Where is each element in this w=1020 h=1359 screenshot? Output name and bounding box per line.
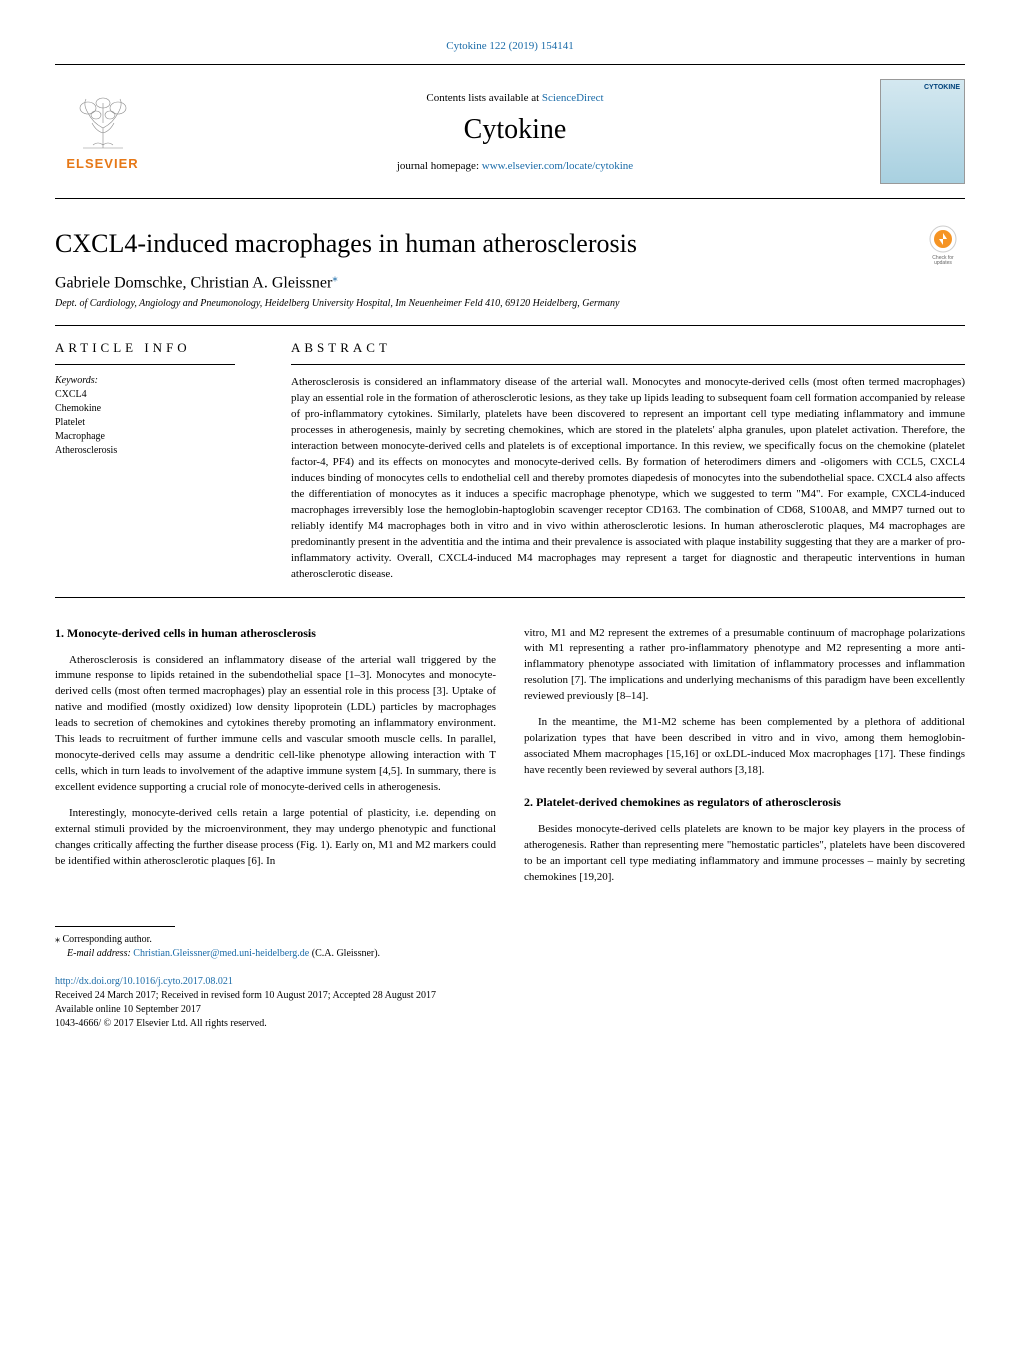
email-label: E-mail address: (67, 948, 133, 959)
divider (55, 325, 965, 326)
affiliation: Dept. of Cardiology, Angiology and Pneum… (55, 298, 965, 309)
elsevier-tree-icon (68, 93, 138, 153)
corresponding-author-note: ⁎ Corresponding author. (55, 933, 965, 947)
body-paragraph: Interestingly, monocyte-derived cells re… (55, 806, 496, 870)
keyword: Atherosclerosis (55, 444, 255, 458)
elsevier-logo: ELSEVIER (55, 84, 150, 179)
keyword: Chemokine (55, 402, 255, 416)
body-paragraph: In the meantime, the M1-M2 scheme has be… (524, 715, 965, 779)
available-online: Available online 10 September 2017 (55, 1003, 965, 1017)
body-paragraph: Besides monocyte-derived cells platelets… (524, 822, 965, 886)
left-column: 1. Monocyte-derived cells in human ather… (55, 626, 496, 896)
page-container: Cytokine 122 (2019) 154141 ELSEVIER (0, 0, 1020, 1071)
journal-cover-thumbnail: CYTOKINE (880, 79, 965, 184)
sciencedirect-link[interactable]: ScienceDirect (542, 92, 604, 104)
info-abstract-row: ARTICLE INFO Keywords: CXCL4 Chemokine P… (55, 340, 965, 582)
article-history: Received 24 March 2017; Received in revi… (55, 989, 965, 1003)
footer: ⁎ Corresponding author. E-mail address: … (55, 926, 965, 1031)
footnote-divider (55, 926, 175, 927)
doi-link[interactable]: http://dx.doi.org/10.1016/j.cyto.2017.08… (55, 975, 965, 989)
check-updates-icon[interactable]: Check for updates (921, 221, 965, 265)
journal-reference: Cytokine 122 (2019) 154141 (55, 40, 965, 52)
homepage-line: journal homepage: www.elsevier.com/locat… (150, 160, 880, 172)
right-column: vitro, M1 and M2 represent the extremes … (524, 626, 965, 896)
title-section: CXCL4-induced macrophages in human ather… (55, 229, 965, 309)
header-center: Contents lists available at ScienceDirec… (150, 92, 880, 172)
email-line: E-mail address: Christian.Gleissner@med.… (67, 947, 965, 961)
section-1-heading: 1. Monocyte-derived cells in human ather… (55, 626, 496, 641)
body-columns: 1. Monocyte-derived cells in human ather… (55, 626, 965, 896)
abstract-divider (291, 364, 965, 365)
author-names: Gabriele Domschke, Christian A. Gleissne… (55, 274, 332, 291)
doi-block: http://dx.doi.org/10.1016/j.cyto.2017.08… (55, 975, 965, 1031)
journal-ref-link[interactable]: Cytokine 122 (2019) 154141 (446, 40, 573, 52)
homepage-prefix: journal homepage: (397, 160, 482, 172)
contents-prefix: Contents lists available at (426, 92, 541, 104)
keyword: CXCL4 (55, 388, 255, 402)
journal-name: Cytokine (150, 114, 880, 146)
section-2-heading: 2. Platelet-derived chemokines as regula… (524, 795, 965, 810)
body-paragraph: Atherosclerosis is considered an inflamm… (55, 653, 496, 796)
cover-title: CYTOKINE (924, 84, 960, 91)
contents-line: Contents lists available at ScienceDirec… (150, 92, 880, 104)
keyword: Platelet (55, 416, 255, 430)
article-info-heading: ARTICLE INFO (55, 340, 255, 356)
abstract-column: ABSTRACT Atherosclerosis is considered a… (291, 340, 965, 582)
corresponding-marker[interactable]: ⁎ (332, 272, 338, 284)
copyright: 1043-4666/ © 2017 Elsevier Ltd. All righ… (55, 1017, 965, 1031)
abstract-text: Atherosclerosis is considered an inflamm… (291, 375, 965, 582)
divider (55, 198, 965, 199)
authors: Gabriele Domschke, Christian A. Gleissne… (55, 271, 965, 292)
elsevier-text: ELSEVIER (66, 156, 138, 171)
homepage-link[interactable]: www.elsevier.com/locate/cytokine (482, 160, 633, 172)
info-divider (55, 364, 235, 365)
keywords-label: Keywords: (55, 375, 255, 386)
email-link[interactable]: Christian.Gleissner@med.uni-heidelberg.d… (133, 948, 309, 959)
abstract-heading: ABSTRACT (291, 340, 965, 356)
title-wrap: CXCL4-induced macrophages in human ather… (55, 229, 965, 309)
email-suffix: (C.A. Gleissner). (309, 948, 380, 959)
divider (55, 597, 965, 598)
journal-header: ELSEVIER Contents lists available at Sci… (55, 65, 965, 198)
body-paragraph: vitro, M1 and M2 represent the extremes … (524, 626, 965, 706)
article-title: CXCL4-induced macrophages in human ather… (55, 229, 965, 259)
keyword: Macrophage (55, 430, 255, 444)
article-info: ARTICLE INFO Keywords: CXCL4 Chemokine P… (55, 340, 255, 582)
svg-text:updates: updates (934, 260, 952, 265)
